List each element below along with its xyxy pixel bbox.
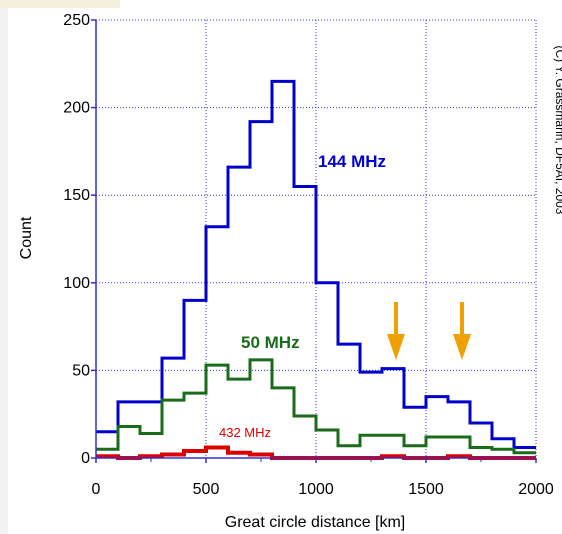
copyright-text: (C) Y. Grassmann, DF5AI, 2003 xyxy=(553,46,562,215)
y-tick-label: 0 xyxy=(81,450,90,467)
top-edge-bar xyxy=(0,0,120,8)
series-line-144-mhz xyxy=(96,79,536,449)
series-label: 50 MHz xyxy=(241,333,300,352)
x-tick-label: 1500 xyxy=(408,481,444,498)
x-tick-label: 2000 xyxy=(518,481,554,498)
axes xyxy=(91,19,537,463)
x-tick-label: 1000 xyxy=(298,481,334,498)
arrow-marker xyxy=(387,302,405,360)
y-tick-label: 50 xyxy=(72,362,90,379)
series-label: 144 MHz xyxy=(318,152,386,171)
arrow-marker xyxy=(453,302,471,360)
y-tick-label: 100 xyxy=(63,275,90,292)
y-tick-label: 150 xyxy=(63,187,90,204)
series-line-50-mhz xyxy=(96,358,536,455)
tick-labels: 0 50 100 150 200 250 0 500 1000 1500 2000 xyxy=(63,12,554,498)
x-tick-label: 500 xyxy=(193,481,220,498)
x-axis-label: Great circle distance [km] xyxy=(225,514,406,531)
y-axis-label: Count xyxy=(18,216,35,259)
arrow-head xyxy=(453,334,471,360)
y-tick-label: 200 xyxy=(63,100,90,117)
y-tick-label: 250 xyxy=(63,12,90,29)
series-label: 432 MHz xyxy=(219,425,271,440)
x-tick-label: 0 xyxy=(92,481,101,498)
arrow-head xyxy=(387,334,405,360)
left-edge-bar xyxy=(0,0,8,534)
annotations: 144 MHz 50 MHz 432 MHz xyxy=(219,152,471,440)
